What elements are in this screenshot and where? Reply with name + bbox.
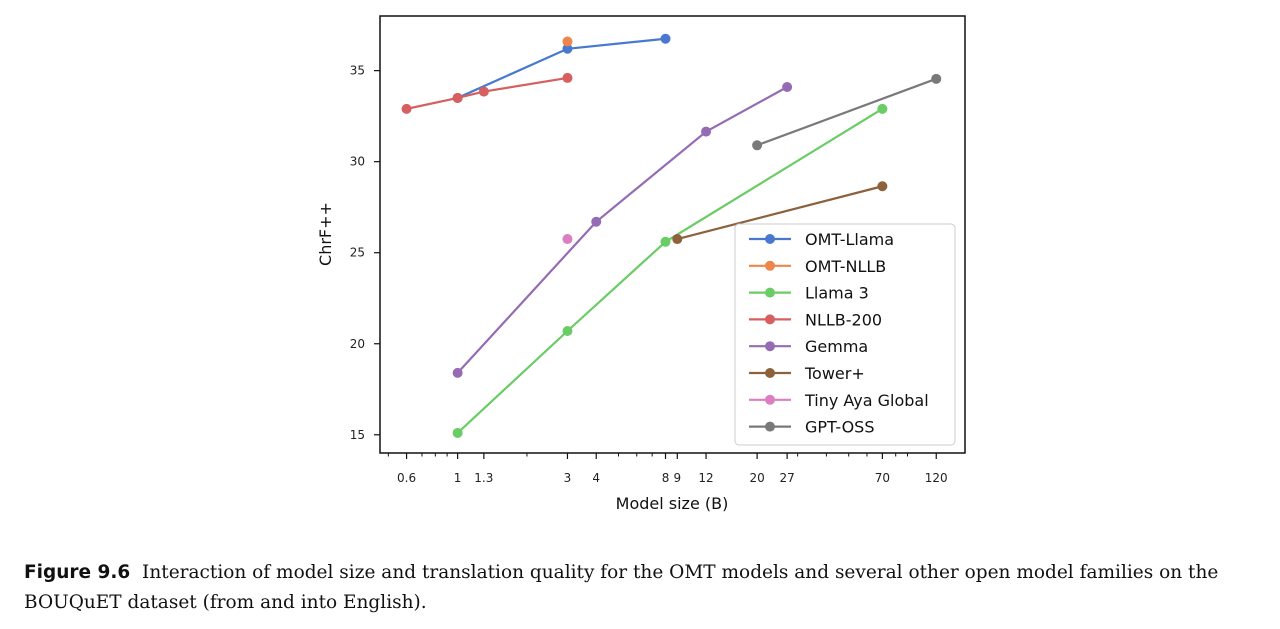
data-point xyxy=(877,103,888,114)
y-tick-label: 30 xyxy=(350,155,365,169)
x-tick-label: 8 xyxy=(662,471,670,485)
series-tower- xyxy=(672,181,888,245)
legend-label: NLLB-200 xyxy=(805,310,882,329)
data-point xyxy=(452,427,463,438)
legend-item: Tower+ xyxy=(749,364,865,383)
data-point xyxy=(478,86,489,97)
data-point xyxy=(877,181,888,192)
legend: OMT-Llama OMT-NLLB Llama 3 NLLB-200 Gemma Tow… xyxy=(734,223,956,446)
legend-item: Gemma xyxy=(749,337,868,356)
x-tick-label: 1.3 xyxy=(474,471,493,485)
series-nllb-200 xyxy=(401,72,573,114)
legend-item: OMT-Llama xyxy=(749,230,894,249)
legend-marker xyxy=(765,287,775,298)
data-point xyxy=(660,236,671,247)
series-omt-nllb xyxy=(562,36,573,47)
legend-label: Tiny Aya Global xyxy=(804,391,929,410)
y-tick-label: 20 xyxy=(350,337,365,351)
x-tick-label: 70 xyxy=(875,471,890,485)
legend-item: OMT-NLLB xyxy=(749,257,886,276)
data-point xyxy=(562,43,573,54)
series-line xyxy=(756,77,937,147)
legend-item: Tiny Aya Global xyxy=(749,391,929,410)
x-tick-label: 20 xyxy=(749,471,764,485)
legend-marker xyxy=(765,260,775,271)
x-tick-label: 4 xyxy=(592,471,600,485)
data-point xyxy=(591,216,602,227)
series-line xyxy=(456,107,883,434)
legend-item: Llama 3 xyxy=(749,284,869,303)
series-tiny-aya-global xyxy=(562,234,573,245)
x-axis-label: Model size (B) xyxy=(616,494,729,513)
x-tick-label: 27 xyxy=(779,471,794,485)
caption-label: Figure 9.6 xyxy=(24,562,131,583)
data-point xyxy=(452,367,463,378)
chart-marks xyxy=(401,33,942,438)
x-tick-label: 12 xyxy=(698,471,713,485)
x-tick-label: 9 xyxy=(673,471,681,485)
legend-marker xyxy=(765,368,775,378)
figure-caption: Figure 9.6 Interaction of model size and… xyxy=(24,558,1264,618)
legend-label: OMT-Llama xyxy=(805,230,894,249)
legend-marker xyxy=(765,314,775,325)
series-gpt-oss xyxy=(752,73,942,151)
series-gemma xyxy=(452,82,793,378)
axes: 0.6 1 1.3 3 4 8 9 12 20 27 70 120 15 20 25 30 35 xyxy=(350,64,948,485)
y-tick-label: 35 xyxy=(350,64,365,78)
series-line xyxy=(406,76,568,110)
x-tick-label: 3 xyxy=(564,471,572,485)
legend-box xyxy=(734,223,956,446)
legend-label: OMT-NLLB xyxy=(805,257,886,276)
data-point xyxy=(562,36,573,47)
data-point xyxy=(782,82,793,93)
legend-marker xyxy=(765,234,775,244)
data-point xyxy=(562,326,573,337)
data-point xyxy=(401,103,412,114)
data-point xyxy=(672,234,683,245)
legend-marker xyxy=(765,341,775,352)
series-line xyxy=(457,37,666,99)
data-point xyxy=(562,234,573,245)
series-line xyxy=(677,185,883,241)
x-tick-label: 120 xyxy=(925,471,948,485)
data-point xyxy=(701,126,712,137)
legend-label: Llama 3 xyxy=(805,284,869,303)
legend-item: GPT-OSS xyxy=(749,418,874,437)
series-llama-3 xyxy=(452,103,888,438)
legend-label: Tower+ xyxy=(804,364,865,383)
legend-label: GPT-OSS xyxy=(805,418,874,437)
x-tick-label: 0.6 xyxy=(397,471,416,485)
legend-marker xyxy=(765,421,775,432)
data-point xyxy=(660,33,671,44)
data-point xyxy=(931,73,942,84)
y-tick-label: 25 xyxy=(350,246,365,260)
y-tick-label: 15 xyxy=(350,428,365,442)
x-tick-label: 1 xyxy=(454,471,462,485)
legend-label: Gemma xyxy=(805,337,868,356)
caption-text: Interaction of model size and translatio… xyxy=(24,562,1219,613)
plot-frame xyxy=(379,15,966,454)
y-axis-label: ChrF++ xyxy=(316,202,335,266)
data-point xyxy=(452,92,463,103)
legend-marker xyxy=(765,394,775,405)
series-line xyxy=(456,86,788,374)
data-point xyxy=(562,72,573,83)
legend-item: NLLB-200 xyxy=(749,310,882,329)
data-point xyxy=(752,140,763,151)
